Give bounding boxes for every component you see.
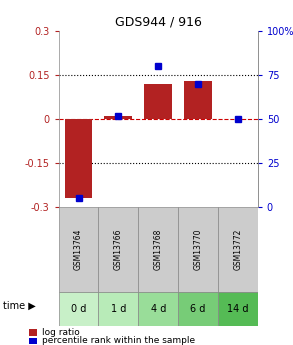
Polygon shape	[178, 292, 218, 326]
Bar	[29, 337, 37, 344]
Polygon shape	[138, 207, 178, 292]
Bar	[144, 84, 172, 119]
Polygon shape	[218, 207, 258, 292]
Text: 1 d: 1 d	[111, 304, 126, 314]
Text: 14 d: 14 d	[227, 304, 249, 314]
Bar	[64, 119, 93, 198]
Text: GSM13768: GSM13768	[154, 229, 163, 270]
Text: 4 d: 4 d	[151, 304, 166, 314]
Bar	[29, 329, 37, 335]
Polygon shape	[138, 292, 178, 326]
Text: GSM13766: GSM13766	[114, 228, 123, 270]
Polygon shape	[218, 292, 258, 326]
Polygon shape	[59, 207, 98, 292]
Text: time ▶: time ▶	[3, 300, 36, 310]
Text: percentile rank within the sample: percentile rank within the sample	[42, 336, 195, 345]
Bar	[104, 116, 132, 119]
Text: 6 d: 6 d	[190, 304, 206, 314]
Polygon shape	[59, 292, 98, 326]
Bar	[184, 81, 212, 119]
Title: GDS944 / 916: GDS944 / 916	[115, 16, 202, 29]
Text: log ratio: log ratio	[42, 328, 80, 337]
Text: GSM13772: GSM13772	[234, 229, 242, 270]
Polygon shape	[98, 292, 138, 326]
Polygon shape	[178, 207, 218, 292]
Polygon shape	[98, 207, 138, 292]
Text: GSM13770: GSM13770	[194, 228, 202, 270]
Text: GSM13764: GSM13764	[74, 228, 83, 270]
Text: 0 d: 0 d	[71, 304, 86, 314]
